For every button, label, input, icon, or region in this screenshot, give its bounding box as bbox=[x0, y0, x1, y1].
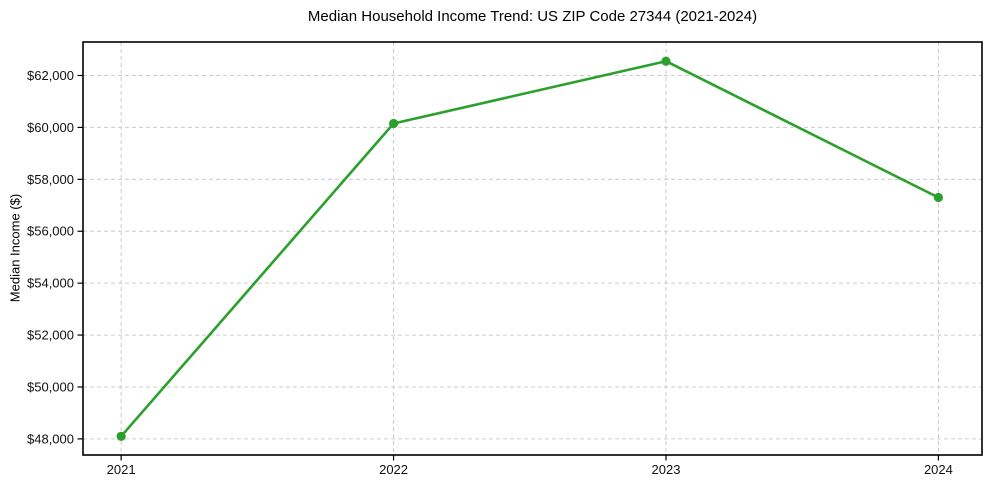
x-tick-label: 2021 bbox=[107, 462, 136, 477]
data-point-2022 bbox=[388, 118, 399, 129]
y-axis-ticks: $48,000 $50,000 $52,000 $54,000 $56,000 $58,0… bbox=[27, 68, 83, 446]
plot-border bbox=[82, 41, 983, 456]
x-tick-label: 2024 bbox=[924, 462, 953, 477]
y-tick-label: $48,000 bbox=[27, 431, 74, 446]
data-point-2024 bbox=[933, 192, 944, 203]
chart-title: Median Household Income Trend: US ZIP Co… bbox=[307, 8, 758, 25]
y-tick-label: $56,000 bbox=[27, 224, 74, 239]
y-tick-label: $58,000 bbox=[27, 172, 74, 187]
y-axis-label: Median Income ($) bbox=[7, 193, 23, 303]
data-point-2021 bbox=[116, 431, 126, 441]
horizontal-gridlines bbox=[83, 74, 982, 440]
y-tick-label: $52,000 bbox=[27, 328, 74, 343]
y-tick-label: $62,000 bbox=[27, 68, 74, 83]
x-axis-ticks: 2021 2022 2023 2024 bbox=[107, 455, 953, 477]
vertical-gridlines bbox=[120, 42, 939, 455]
x-tick-label: 2023 bbox=[652, 462, 681, 477]
data-points bbox=[116, 56, 944, 441]
y-tick-label: $54,000 bbox=[27, 276, 74, 291]
y-tick-label: $50,000 bbox=[27, 379, 74, 394]
y-tick-label: $60,000 bbox=[27, 120, 74, 135]
x-tick-label: 2022 bbox=[379, 462, 408, 477]
trend-line bbox=[119, 59, 940, 438]
data-point-2023 bbox=[661, 56, 671, 66]
